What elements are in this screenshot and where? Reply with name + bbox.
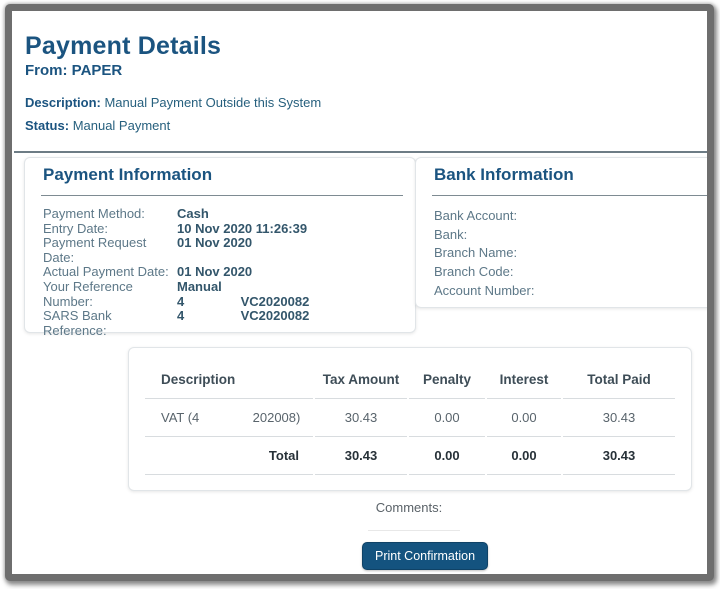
description-line: Description: Manual Payment Outside this… xyxy=(25,95,321,110)
field-value: Cash xyxy=(177,206,209,221)
field-label: SARS Bank Reference: xyxy=(43,308,112,338)
field-bank-account: Bank Account: xyxy=(434,207,707,226)
table-header-row: Description Tax Amount Penalty Interest … xyxy=(145,362,675,399)
payment-details-window: Payment Details From: PAPER Description:… xyxy=(5,4,714,581)
cell-total-interest: 0.00 xyxy=(487,437,561,475)
column-header-tax-amount: Tax Amount xyxy=(315,362,407,399)
field-label: Branch Name: xyxy=(434,245,518,261)
description-value: Manual Payment Outside this System xyxy=(104,95,322,110)
field-sars-bank-reference: SARS Bank Reference: 4 VC2020082 xyxy=(43,308,407,338)
table-total-row: Total 30.43 0.00 0.00 30.43 xyxy=(145,437,675,475)
description-label: Description: xyxy=(25,95,101,110)
reference-col1: 4 xyxy=(177,293,185,309)
bank-information-title: Bank Information xyxy=(434,165,574,184)
field-label: Entry Date: xyxy=(43,220,109,236)
cell-penalty: 0.00 xyxy=(409,399,485,437)
payment-information-title: Payment Information xyxy=(43,165,213,184)
cell-total-paid: 30.43 xyxy=(563,399,675,437)
field-branch-name: Branch Name: xyxy=(434,244,707,263)
field-value: Manual 4 VC2020082 xyxy=(177,278,310,310)
field-your-reference-number: Your Reference Number: Manual 4 VC202008… xyxy=(43,278,407,310)
cell-description: VAT (4 202008) xyxy=(145,399,313,437)
cell-total-label: Total xyxy=(145,437,313,475)
from-label: From: xyxy=(25,62,68,79)
status-value: Manual Payment xyxy=(72,118,171,133)
cell-total-tax-amount: 30.43 xyxy=(315,437,407,475)
table-row: VAT (4 202008) 30.43 0.00 0.00 30.43 xyxy=(145,399,675,437)
field-label: Actual Payment Date: xyxy=(43,264,169,280)
description-part1: VAT (4 xyxy=(161,410,200,425)
cell-tax-amount: 30.43 xyxy=(315,399,407,437)
reference-line1: Manual xyxy=(177,278,222,294)
column-header-penalty: Penalty xyxy=(409,362,485,399)
field-label: Payment Request Date: xyxy=(43,235,147,265)
comments-label: Comments: xyxy=(375,500,443,515)
payment-information-divider xyxy=(41,195,403,196)
payment-amounts-card: Description Tax Amount Penalty Interest … xyxy=(128,347,692,491)
sars-col1: 4 xyxy=(177,308,185,324)
bank-information-fields: Bank Account: Bank: Branch Name: Branch … xyxy=(434,207,707,301)
payment-amounts-table: Description Tax Amount Penalty Interest … xyxy=(143,362,677,475)
page-title: Payment Details xyxy=(25,31,222,60)
column-header-total-paid: Total Paid xyxy=(563,362,675,399)
cell-total-total-paid: 30.43 xyxy=(563,437,675,475)
sars-col2: VC2020082 xyxy=(240,308,310,324)
field-value: 4 VC2020082 xyxy=(177,308,310,338)
bank-information-card: Bank Information Bank Account: Bank: Bra… xyxy=(415,157,707,308)
field-label: Your Reference Number: xyxy=(43,278,133,309)
column-header-interest: Interest xyxy=(487,362,561,399)
payment-information-card: Payment Information Payment Method: Cash… xyxy=(24,157,416,338)
header-divider xyxy=(14,151,707,153)
column-header-description: Description xyxy=(145,362,313,399)
print-confirmation-button[interactable]: Print Confirmation xyxy=(362,542,489,570)
comments-divider xyxy=(368,530,460,531)
cell-total-penalty: 0.00 xyxy=(409,437,485,475)
field-payment-request-date: Payment Request Date: 01 Nov 2020 xyxy=(43,235,407,265)
field-actual-payment-date: Actual Payment Date: 01 Nov 2020 xyxy=(43,265,407,280)
payment-information-fields: Payment Method: Cash Entry Date: 10 Nov … xyxy=(43,206,407,338)
field-entry-date: Entry Date: 10 Nov 2020 11:26:39 xyxy=(43,220,407,237)
reference-line2: 4 VC2020082 xyxy=(177,293,310,310)
field-value: 10 Nov 2020 11:26:39 xyxy=(177,220,308,236)
field-value: 01 Nov 2020 xyxy=(177,264,253,280)
field-branch-code: Branch Code: xyxy=(434,263,707,282)
field-payment-method: Payment Method: Cash xyxy=(43,206,407,222)
from-value: PAPER xyxy=(71,62,123,79)
bank-information-divider xyxy=(432,195,707,196)
reference-col2: VC2020082 xyxy=(240,293,310,309)
from-line: From: PAPER xyxy=(25,62,122,79)
field-value: 01 Nov 2020 xyxy=(177,235,253,251)
field-account-number: Account Number: xyxy=(434,282,707,301)
status-line: Status: Manual Payment xyxy=(25,118,170,133)
field-label: Bank Account: xyxy=(434,208,518,223)
field-label: Bank: xyxy=(434,226,468,242)
field-bank: Bank: xyxy=(434,226,707,245)
status-label: Status: xyxy=(25,118,70,133)
field-label: Branch Code: xyxy=(434,264,514,280)
field-label: Account Number: xyxy=(434,282,535,298)
description-part2: 202008) xyxy=(252,410,301,425)
cell-interest: 0.00 xyxy=(487,399,561,437)
field-label: Payment Method: xyxy=(43,206,145,221)
